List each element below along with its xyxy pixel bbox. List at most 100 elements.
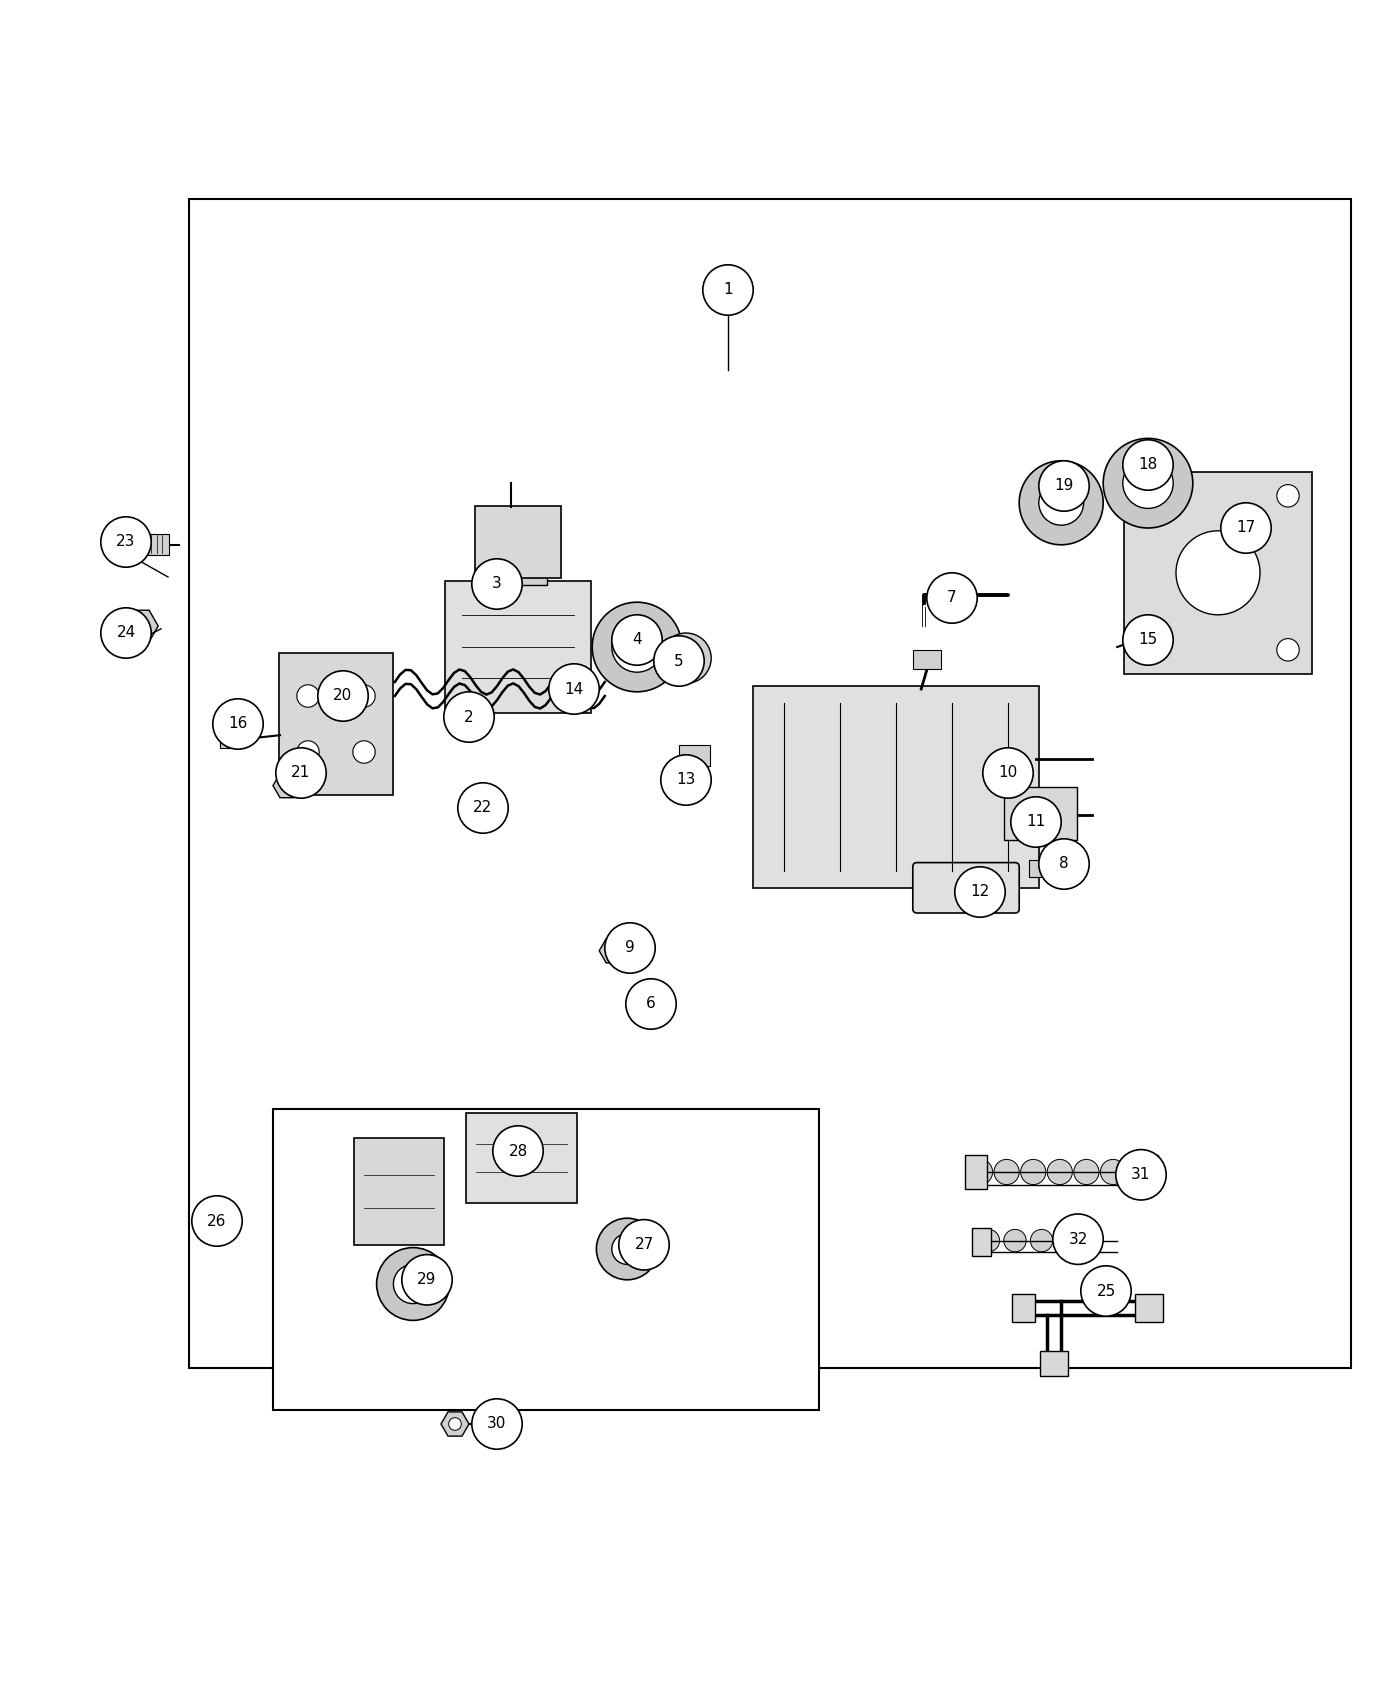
Circle shape (592, 602, 682, 692)
Circle shape (1004, 1229, 1026, 1251)
FancyBboxPatch shape (965, 1156, 987, 1188)
Circle shape (661, 632, 711, 683)
Text: 14: 14 (564, 682, 584, 697)
Circle shape (596, 1219, 658, 1280)
Circle shape (1011, 797, 1061, 847)
FancyBboxPatch shape (1004, 787, 1077, 840)
Circle shape (353, 741, 375, 763)
Text: 29: 29 (417, 1272, 437, 1287)
Circle shape (1277, 484, 1299, 507)
FancyBboxPatch shape (1135, 1156, 1158, 1188)
Circle shape (605, 923, 655, 972)
Circle shape (1123, 615, 1173, 665)
FancyBboxPatch shape (139, 534, 169, 554)
Circle shape (703, 265, 753, 314)
FancyBboxPatch shape (753, 687, 1039, 887)
Circle shape (1277, 639, 1299, 661)
Polygon shape (441, 1413, 469, 1436)
Circle shape (213, 699, 263, 750)
Circle shape (967, 1159, 993, 1185)
Circle shape (101, 517, 151, 568)
Circle shape (549, 663, 599, 714)
Circle shape (444, 692, 494, 743)
FancyBboxPatch shape (445, 581, 591, 712)
Text: 27: 27 (634, 1238, 654, 1253)
Circle shape (1137, 484, 1159, 507)
Text: 4: 4 (633, 632, 641, 648)
Text: 24: 24 (116, 626, 136, 641)
Circle shape (1221, 503, 1271, 552)
Circle shape (448, 1418, 462, 1430)
FancyBboxPatch shape (475, 505, 561, 578)
Circle shape (1019, 461, 1103, 544)
Text: 10: 10 (998, 765, 1018, 780)
Circle shape (1081, 1266, 1131, 1316)
FancyBboxPatch shape (279, 653, 393, 796)
Text: 11: 11 (1026, 814, 1046, 830)
Text: 25: 25 (1096, 1284, 1116, 1299)
Circle shape (654, 636, 704, 687)
Circle shape (297, 741, 319, 763)
Circle shape (458, 782, 508, 833)
Text: 26: 26 (207, 1214, 227, 1229)
Circle shape (1057, 1229, 1079, 1251)
Text: 9: 9 (626, 940, 634, 955)
FancyBboxPatch shape (629, 1000, 648, 1013)
FancyBboxPatch shape (913, 862, 1019, 913)
Text: 6: 6 (647, 996, 655, 1012)
Text: 18: 18 (1138, 457, 1158, 473)
Text: 31: 31 (1131, 1168, 1151, 1182)
Circle shape (977, 1229, 1000, 1251)
Circle shape (983, 748, 1033, 799)
Circle shape (626, 979, 676, 1028)
Text: 7: 7 (948, 590, 956, 605)
FancyBboxPatch shape (354, 1139, 444, 1244)
FancyBboxPatch shape (1141, 629, 1165, 648)
Circle shape (955, 867, 1005, 918)
FancyBboxPatch shape (1012, 1294, 1035, 1323)
Text: 32: 32 (1068, 1232, 1088, 1246)
Circle shape (101, 609, 151, 658)
FancyBboxPatch shape (913, 649, 941, 670)
Circle shape (393, 1265, 433, 1304)
Text: 21: 21 (291, 765, 311, 780)
Circle shape (1039, 481, 1084, 525)
Circle shape (1123, 457, 1173, 508)
Circle shape (927, 573, 977, 624)
Circle shape (472, 559, 522, 609)
Circle shape (1074, 1159, 1099, 1185)
FancyBboxPatch shape (1135, 1294, 1163, 1323)
FancyBboxPatch shape (679, 745, 710, 767)
Circle shape (608, 945, 619, 957)
Circle shape (280, 779, 294, 792)
Text: 23: 23 (116, 534, 136, 549)
Circle shape (1039, 461, 1089, 512)
FancyBboxPatch shape (1040, 1352, 1068, 1377)
Text: 15: 15 (1138, 632, 1158, 648)
Text: 1: 1 (724, 282, 732, 297)
Circle shape (1100, 1159, 1126, 1185)
Polygon shape (599, 938, 627, 962)
FancyBboxPatch shape (220, 731, 244, 748)
FancyBboxPatch shape (273, 1108, 819, 1409)
Text: 2: 2 (465, 709, 473, 724)
Circle shape (612, 615, 662, 665)
Text: 5: 5 (675, 653, 683, 668)
Text: 17: 17 (1236, 520, 1256, 536)
Text: 22: 22 (473, 801, 493, 816)
Text: 8: 8 (1060, 857, 1068, 872)
Circle shape (1047, 1159, 1072, 1185)
Circle shape (612, 1234, 643, 1265)
Circle shape (472, 1399, 522, 1448)
Polygon shape (122, 610, 158, 643)
FancyBboxPatch shape (489, 552, 547, 585)
Text: 30: 30 (487, 1416, 507, 1431)
Text: 28: 28 (508, 1144, 528, 1158)
Text: 3: 3 (493, 576, 501, 592)
Text: 12: 12 (970, 884, 990, 899)
Circle shape (1123, 440, 1173, 490)
Text: 19: 19 (1054, 478, 1074, 493)
Circle shape (192, 1195, 242, 1246)
Circle shape (619, 1219, 669, 1270)
FancyBboxPatch shape (1124, 473, 1312, 673)
